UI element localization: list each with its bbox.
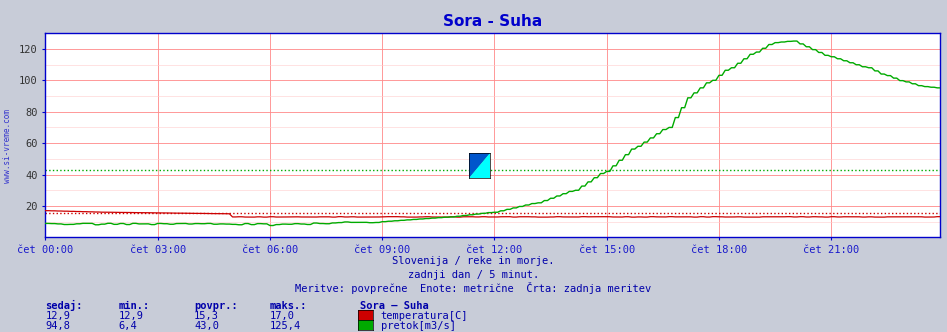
Polygon shape xyxy=(469,153,490,178)
Text: Sora – Suha: Sora – Suha xyxy=(360,301,429,311)
Text: Meritve: povprečne  Enote: metrične  Črta: zadnja meritev: Meritve: povprečne Enote: metrične Črta:… xyxy=(295,282,652,294)
Text: min.:: min.: xyxy=(118,301,150,311)
Text: sedaj:: sedaj: xyxy=(45,300,83,311)
Text: 43,0: 43,0 xyxy=(194,321,219,331)
Text: 94,8: 94,8 xyxy=(45,321,70,331)
Text: www.si-vreme.com: www.si-vreme.com xyxy=(3,109,12,183)
Text: 17,0: 17,0 xyxy=(270,311,295,321)
Text: maks.:: maks.: xyxy=(270,301,308,311)
Text: pretok[m3/s]: pretok[m3/s] xyxy=(381,321,456,331)
Polygon shape xyxy=(469,153,490,178)
Text: povpr.:: povpr.: xyxy=(194,301,238,311)
Text: zadnji dan / 5 minut.: zadnji dan / 5 minut. xyxy=(408,270,539,280)
Title: Sora - Suha: Sora - Suha xyxy=(443,14,543,29)
Text: 6,4: 6,4 xyxy=(118,321,137,331)
Text: temperatura[C]: temperatura[C] xyxy=(381,311,468,321)
Text: 12,9: 12,9 xyxy=(118,311,143,321)
Text: Slovenija / reke in morje.: Slovenija / reke in morje. xyxy=(392,256,555,266)
Text: 12,9: 12,9 xyxy=(45,311,70,321)
Text: 125,4: 125,4 xyxy=(270,321,301,331)
Text: 15,3: 15,3 xyxy=(194,311,219,321)
